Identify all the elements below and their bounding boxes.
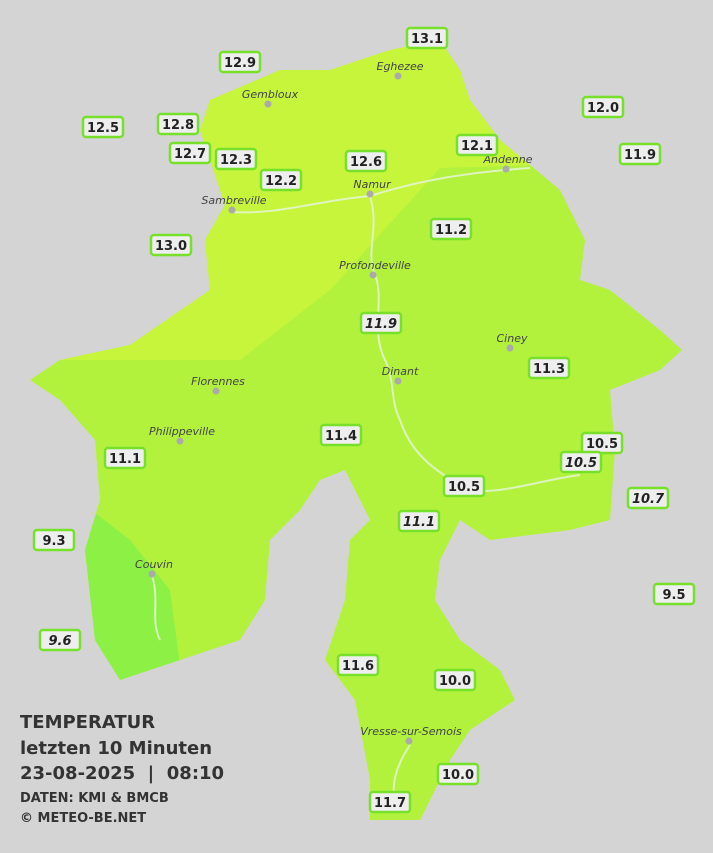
station-value: 10.0 [439, 674, 471, 689]
station-box [368, 790, 412, 814]
town-name: Sambreville [201, 194, 266, 207]
station-value: 13.0 [155, 239, 187, 254]
town-name: Vresse-sur-Semois [360, 725, 462, 738]
station-value: 13.1 [411, 32, 443, 47]
station-value: 10.5 [565, 456, 597, 471]
station-box [652, 582, 696, 606]
town-dot [405, 737, 413, 745]
town-name: Andenne [483, 153, 533, 166]
town-dot [228, 206, 236, 214]
station-value: 11.6 [342, 659, 374, 674]
station-value: 10.7 [632, 492, 665, 507]
station-box [259, 168, 303, 192]
station-box [103, 446, 147, 470]
station-value: 11.9 [624, 148, 656, 163]
station-value: 11.9 [365, 317, 397, 332]
town-name: Gembloux [242, 88, 299, 101]
town-name: Namur [353, 178, 392, 191]
station-box [581, 95, 625, 119]
station-value: 12.8 [162, 118, 194, 133]
town-name: Profondeville [339, 259, 411, 272]
station-value: 9.5 [662, 588, 685, 603]
town-dot [212, 387, 220, 395]
station-box [559, 450, 603, 474]
station-box [32, 528, 76, 552]
station-value: 12.6 [350, 155, 382, 170]
title: TEMPERATUR [20, 712, 156, 733]
station-box [397, 509, 441, 533]
station-value: 9.3 [42, 534, 65, 549]
subtitle: letzten 10 Minuten [20, 738, 213, 759]
town-dot [148, 570, 156, 578]
station-box [81, 115, 125, 139]
town-name: Ciney [497, 332, 528, 345]
datetime: 23-08-2025 | 08:10 [20, 763, 225, 784]
station-value: 12.9 [224, 56, 256, 71]
station-box [429, 217, 473, 241]
station-box [527, 356, 571, 380]
town-dot [394, 72, 402, 80]
station-value: 12.0 [587, 101, 619, 116]
town-dot [176, 437, 184, 445]
station-value: 11.1 [403, 515, 435, 530]
station-box [336, 653, 380, 677]
station-box [455, 133, 499, 157]
copyright: © METEO-BE.NET [20, 811, 147, 826]
station-box [618, 142, 662, 166]
town-dot [369, 271, 377, 279]
station-value: 11.4 [325, 429, 357, 444]
station-box [214, 147, 258, 171]
station-value: 10.0 [442, 768, 474, 783]
station-value: 12.1 [461, 139, 493, 154]
station-box [442, 474, 486, 498]
station-box [405, 26, 449, 50]
station-box [580, 431, 624, 455]
town-name: Philippeville [149, 425, 215, 438]
town-name: Eghezee [377, 60, 424, 73]
station-value: 11.3 [533, 362, 565, 377]
station-box [319, 423, 363, 447]
station-value: 10.5 [448, 480, 480, 495]
town-name: Couvin [135, 558, 173, 571]
station-box [436, 762, 480, 786]
town-name: Florennes [191, 375, 245, 388]
station-value: 9.6 [48, 634, 71, 649]
station-value: 10.5 [586, 437, 618, 452]
station-value: 12.3 [220, 153, 252, 168]
station-box [218, 50, 262, 74]
station-value: 12.2 [265, 174, 297, 189]
station-value: 12.5 [87, 121, 119, 136]
station-box [38, 628, 82, 652]
town-dot [366, 190, 374, 198]
station-box [359, 311, 403, 335]
station-value: 11.1 [109, 452, 141, 467]
station-box [149, 233, 193, 257]
station-value: 11.2 [435, 223, 467, 238]
source: DATEN: KMI & BMCB [20, 791, 169, 806]
station-box [433, 668, 477, 692]
town-dot [264, 100, 272, 108]
town-dot [394, 377, 402, 385]
town-name: Dinant [382, 365, 419, 378]
station-box [156, 112, 200, 136]
station-value: 12.7 [174, 147, 206, 162]
station-box [168, 141, 212, 165]
town-dot [502, 165, 510, 173]
station-value: 11.7 [374, 796, 406, 811]
town-dot [506, 344, 514, 352]
station-box [626, 486, 670, 510]
station-box [344, 149, 388, 173]
